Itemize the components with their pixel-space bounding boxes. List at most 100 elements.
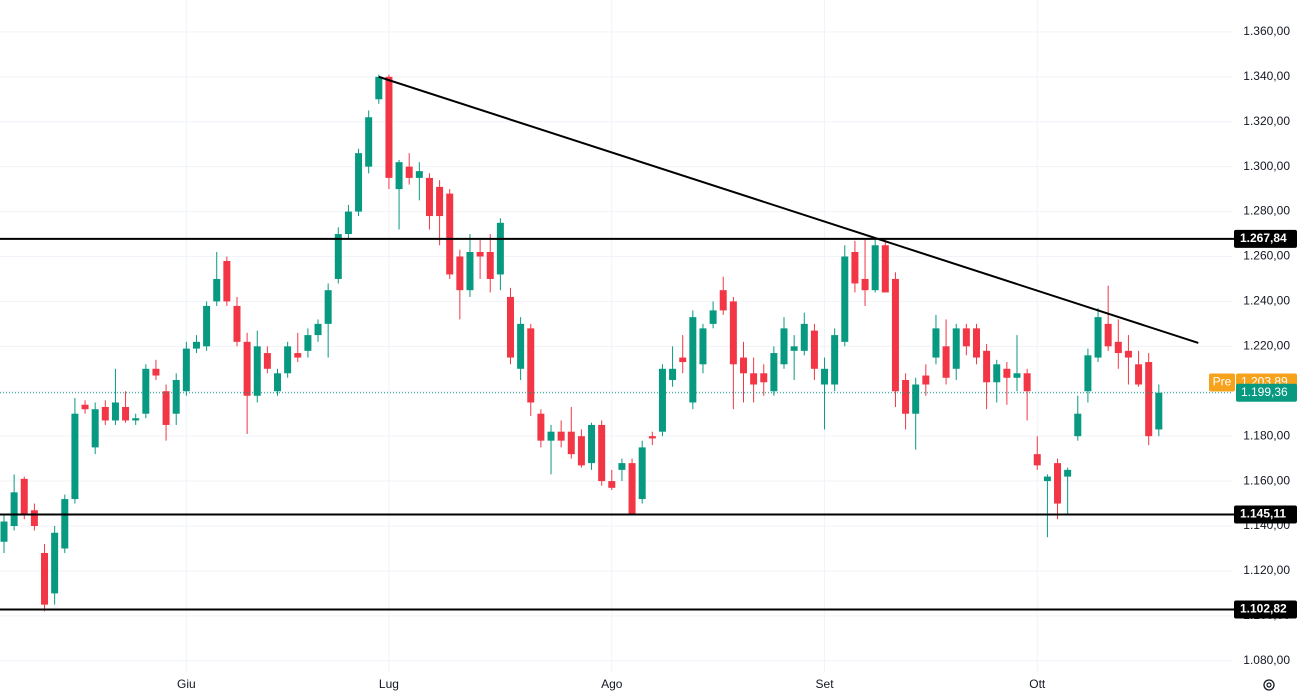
candle-body [91, 409, 99, 448]
candle-body [274, 373, 282, 392]
candle-body [132, 418, 140, 421]
x-tick-label: Set [816, 677, 835, 691]
y-tick-label: 1.340,00 [1243, 69, 1290, 83]
candle-body [314, 323, 322, 336]
candle-body [638, 447, 646, 500]
candle-body [962, 328, 970, 347]
candle-body [1033, 454, 1041, 466]
candle-body [709, 310, 717, 324]
candle-body [881, 245, 889, 293]
marks [0, 74, 1163, 612]
candle-body [365, 117, 373, 167]
candle-body [466, 252, 474, 291]
candle-body [689, 317, 697, 403]
candle-body [739, 357, 747, 374]
candle-body [1094, 317, 1102, 358]
x-tick-label: Ott [1029, 677, 1046, 691]
level-tag [1234, 600, 1297, 619]
candle-body [1054, 463, 1062, 504]
candle-body [729, 301, 737, 365]
candle-body [517, 323, 525, 369]
candle-body [983, 350, 991, 383]
x-tick-label: Giu [177, 677, 196, 691]
settings-icon[interactable] [1263, 679, 1275, 691]
candle-body [20, 478, 28, 515]
candle-body [61, 499, 69, 549]
y-tick-label: 1.260,00 [1243, 249, 1290, 263]
candle-body [0, 521, 8, 542]
x-tick-label: Ago [601, 677, 623, 691]
candle-body [375, 76, 383, 100]
candle-body [253, 346, 261, 396]
level-label: 1.145,11 [1240, 507, 1286, 521]
candle-body [669, 368, 677, 381]
candle-body [1003, 368, 1011, 378]
candle-body [851, 252, 859, 284]
candle-body [334, 234, 342, 279]
candle-body [344, 211, 352, 235]
candle-body [608, 481, 616, 488]
candle-body [841, 256, 849, 342]
candle-body [891, 278, 899, 392]
candle-body [922, 375, 930, 385]
candle-body [1155, 392, 1163, 430]
candle-body [810, 330, 818, 369]
candle-body [567, 431, 575, 455]
candle-body [577, 436, 585, 466]
candle-body [263, 353, 271, 369]
candle-body [871, 245, 879, 291]
candle-body [527, 328, 535, 403]
candle-body [861, 278, 869, 291]
candle-body [405, 166, 413, 178]
price-tag-name: Pre [1213, 375, 1232, 389]
level-label: 1.102,82 [1240, 602, 1287, 616]
candle-body [648, 436, 656, 439]
candle-body [1114, 341, 1122, 354]
y-tick-label: 1.180,00 [1243, 428, 1290, 442]
y-tick-label: 1.320,00 [1243, 114, 1290, 128]
candle-body [30, 510, 38, 527]
candle-body [101, 406, 109, 421]
candle-body [71, 413, 79, 500]
candle-body [81, 404, 89, 410]
level-tag [1234, 229, 1297, 248]
candle-body [415, 171, 423, 178]
candle-body [821, 368, 829, 385]
candle-body [912, 384, 920, 414]
candle-body [223, 260, 231, 302]
candle-body [51, 532, 59, 594]
y-tick-label: 1.220,00 [1243, 339, 1290, 353]
y-tick-label: 1.280,00 [1243, 204, 1290, 218]
candle-body [172, 380, 180, 414]
candle-body [1043, 476, 1051, 482]
candle-body [658, 368, 666, 432]
trendline [378, 75, 1199, 344]
candle-body [41, 552, 49, 605]
candle-body [111, 402, 119, 421]
candle-body [324, 290, 332, 324]
candle-body [942, 346, 950, 378]
candle-body [800, 323, 808, 351]
candle-body [699, 328, 707, 365]
candle-body [355, 153, 363, 212]
candle-body [993, 364, 1001, 383]
candle-body [395, 162, 403, 190]
candle-body [436, 186, 444, 217]
candle-body [588, 424, 596, 464]
candle-body [294, 353, 302, 358]
candle-body [537, 413, 545, 441]
candle-body [304, 335, 312, 351]
candle-body [152, 368, 160, 376]
candle-body [719, 290, 727, 311]
candle-body [1084, 355, 1092, 392]
candle-body [831, 335, 839, 385]
candle-body [902, 380, 910, 414]
y-tick-label: 1.160,00 [1243, 473, 1290, 487]
candle-body [243, 341, 251, 396]
y-tick-label: 1.080,00 [1243, 653, 1290, 667]
candle-body [182, 348, 190, 392]
candle-body [456, 256, 464, 291]
candle-body [122, 406, 130, 421]
candle-body [192, 341, 200, 349]
